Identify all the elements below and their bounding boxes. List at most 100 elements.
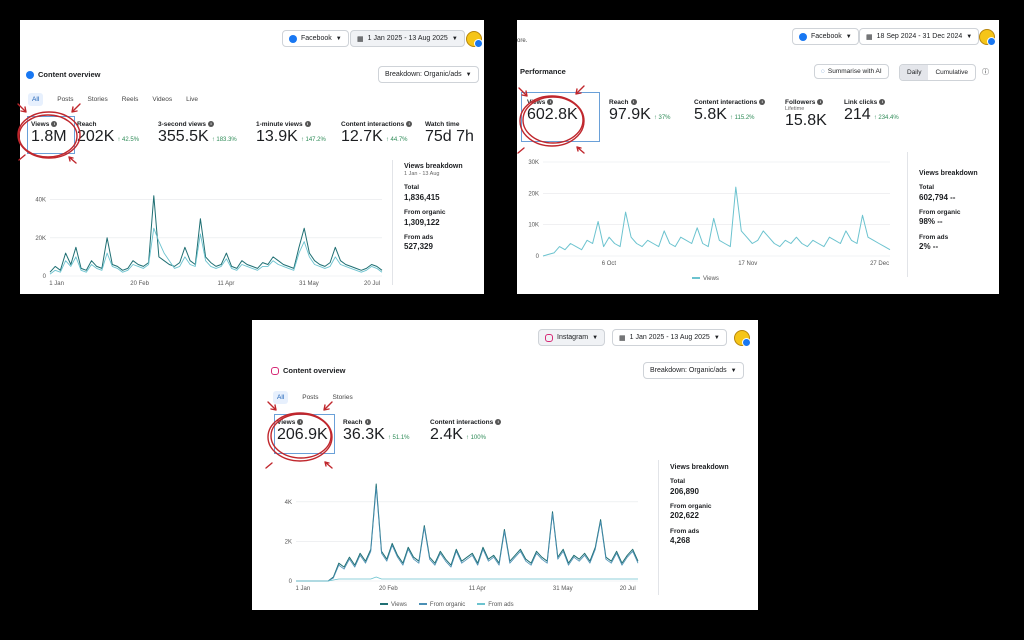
x-tick-label: 17 Nov: [738, 261, 757, 267]
y-tick-label: 20K: [35, 236, 46, 242]
caret-down-icon: ▼: [451, 35, 458, 42]
date-range-selector[interactable]: ▦ 1 Jan 2025 - 13 Aug 2025 ▼: [612, 329, 727, 346]
legend-views[interactable]: Views: [692, 276, 719, 282]
tab-all[interactable]: All: [273, 391, 289, 404]
toggle-daily[interactable]: Daily: [900, 65, 929, 80]
metric-followers[interactable]: Followers i Lifetime 15.8K: [785, 99, 827, 129]
series-line-2: [296, 487, 639, 582]
y-tick-label: 20K: [528, 191, 539, 197]
content-tabs: All Posts Stories: [273, 391, 353, 404]
info-icon: i: [208, 121, 215, 128]
divider: [392, 160, 393, 285]
breakdown-dropdown[interactable]: Breakdown: Organic/ads ▼: [378, 66, 479, 83]
legend-views[interactable]: Views: [380, 602, 407, 608]
ai-sparkle-icon: ◌: [821, 68, 825, 75]
caret-down-icon: ▼: [730, 367, 737, 374]
metric-reach[interactable]: Reach i 36.3K ↑ 51.1%: [343, 419, 410, 443]
chart-legend: Views: [692, 276, 719, 282]
tab-reels[interactable]: Reels: [121, 96, 139, 103]
breakdown-dropdown[interactable]: Breakdown: Organic/ads ▼: [643, 362, 744, 379]
avatar[interactable]: [466, 31, 483, 48]
tab-posts[interactable]: Posts: [57, 96, 74, 103]
platform-selector[interactable]: Facebook ▼: [282, 30, 349, 47]
tab-posts[interactable]: Posts: [302, 394, 319, 401]
metric-content-interactions[interactable]: Content interactions i 12.7K ↑ 44.7%: [341, 121, 413, 146]
views-line-chart: 0 10K 20K 30K 6 Oct 17 Nov 27 Dec: [528, 160, 891, 267]
caret-down-icon: ▼: [845, 33, 852, 40]
series-line-1: [296, 483, 639, 582]
metric-views[interactable]: Views i 1.8M: [31, 121, 67, 145]
info-icon: i: [879, 99, 886, 106]
y-tick-label: 2K: [285, 539, 292, 545]
info-icon[interactable]: ⓘ: [982, 69, 989, 76]
y-tick-label: 0: [43, 274, 47, 280]
metric-reach[interactable]: Reach 202K ↑ 42.5%: [77, 121, 140, 145]
y-tick-label: 4K: [285, 500, 292, 506]
tab-live[interactable]: Live: [186, 96, 199, 103]
y-tick-label: 0: [536, 254, 540, 260]
info-icon: i: [406, 121, 413, 128]
metric-views[interactable]: Views i 602.8K: [527, 99, 578, 123]
views-line-chart: 0 2K 4K 1 Jan 20 Feb 11 Apr 31 May 20 Jul: [285, 483, 639, 592]
caret-down-icon: ▼: [713, 334, 720, 341]
calendar-icon: ▦: [619, 334, 626, 342]
instagram-icon: [545, 333, 553, 342]
views-breakdown: Views breakdown Total 602,794 -- From or…: [919, 170, 978, 252]
y-tick-label: 30K: [528, 160, 539, 166]
date-range-selector[interactable]: ▦ 1 Jan 2025 - 13 Aug 2025 ▼: [350, 30, 465, 47]
series-line-2: [49, 227, 383, 275]
x-tick-label: 31 May: [553, 586, 573, 592]
tab-stories[interactable]: Stories: [87, 96, 108, 103]
divider: [907, 152, 908, 277]
avatar[interactable]: [979, 29, 996, 46]
info-icon: i: [630, 99, 637, 106]
metric-content-interactions[interactable]: Content interactions i 5.8K ↑ 115.2%: [694, 99, 766, 124]
x-tick-label: 20 Jul: [620, 586, 636, 592]
info-icon: i: [304, 121, 311, 128]
tab-stories[interactable]: Stories: [332, 394, 353, 401]
date-range-selector[interactable]: ▦ 18 Sep 2024 - 31 Dec 2024 ▼: [859, 28, 980, 45]
metric-watch-time[interactable]: Watch time 75d 7h: [425, 121, 474, 145]
x-tick-label: 20 Jul: [364, 281, 380, 287]
facebook-icon: [799, 32, 807, 41]
views-breakdown: Views breakdown Total 206,890 From organ…: [670, 464, 729, 546]
calendar-icon: ▦: [357, 35, 364, 43]
metric-content-interactions[interactable]: Content interactions i 2.4K ↑ 100%: [430, 419, 502, 444]
facebook-icon: [289, 34, 297, 43]
info-icon: i: [547, 99, 554, 106]
platform-selector[interactable]: Facebook ▼: [792, 28, 859, 45]
instagram-icon: [271, 366, 279, 375]
metric-1-minute-views[interactable]: 1-minute views i 13.9K ↑ 147.2%: [256, 121, 326, 145]
summarise-with-ai-button[interactable]: ◌ Summarise with AI: [814, 64, 889, 79]
info-icon: i: [364, 419, 371, 426]
series-line-1: [49, 195, 383, 273]
info-icon: i: [51, 121, 58, 128]
page-title: Performance: [520, 67, 566, 76]
x-tick-label: 31 May: [299, 281, 319, 287]
series-line-3: [296, 576, 638, 582]
metric-3-second-views[interactable]: 3-second views i 355.5K ↑ 183.3%: [158, 121, 237, 145]
x-tick-label: 11 Apr: [218, 281, 235, 287]
metric-reach[interactable]: Reach i 97.9K ↑ 37%: [609, 99, 671, 123]
metric-link-clicks[interactable]: Link clicks i 214 ↑ 234.4%: [844, 99, 899, 123]
x-tick-label: 11 Apr: [469, 586, 486, 592]
legend-from-ads[interactable]: From ads: [477, 602, 514, 608]
x-tick-label: 1 Jan: [49, 281, 64, 287]
daily-cumulative-toggle: Daily Cumulative: [899, 64, 976, 81]
toggle-cumulative[interactable]: Cumulative: [935, 69, 968, 76]
caret-down-icon: ▼: [335, 35, 342, 42]
series-line-1: [542, 186, 891, 257]
metric-views[interactable]: Views i 206.9K: [277, 419, 328, 443]
info-icon: i: [817, 99, 824, 106]
page-title: Content overview: [271, 366, 346, 375]
platform-selector[interactable]: Instagram ▼: [538, 329, 606, 346]
x-tick-label: 20 Feb: [130, 281, 149, 287]
divider: [658, 460, 659, 595]
caret-down-icon: ▼: [465, 71, 472, 78]
tab-videos[interactable]: Videos: [152, 96, 173, 103]
avatar[interactable]: [734, 330, 751, 347]
legend-from-organic[interactable]: From organic: [418, 602, 465, 608]
info-icon: i: [495, 419, 502, 426]
facebook-icon: [26, 70, 34, 79]
tab-all[interactable]: All: [28, 93, 44, 106]
